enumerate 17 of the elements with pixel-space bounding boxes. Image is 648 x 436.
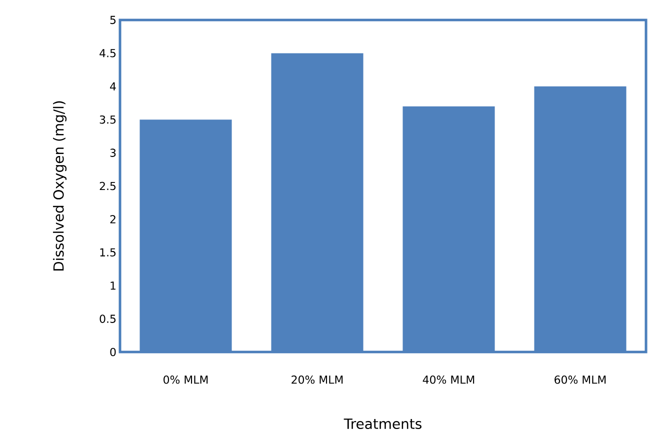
x-axis-title: Treatments [344, 418, 422, 430]
x-tick-label: 20% MLM [292, 376, 343, 384]
y-tick-label: 1 [110, 282, 116, 290]
y-tick-label: 3 [110, 148, 116, 157]
y-tick-label: 2.5 [100, 182, 116, 190]
y-tick-label: 2 [110, 215, 116, 224]
x-tick-label: 40% MLM [422, 376, 474, 384]
y-tick-label: 0 [110, 348, 116, 356]
x-tick-label: 0% MLM [164, 376, 208, 384]
y-tick-label: 1.5 [100, 248, 116, 256]
x-tick-label: 60% MLM [554, 376, 606, 384]
y-tick-label: 4.5 [100, 49, 116, 58]
y-tick-label: 3.5 [100, 115, 116, 124]
y-axis-title: Dissolved Oxygen (mg/l) [53, 101, 67, 271]
y-tick-label: 4 [110, 82, 116, 90]
y-tick-label: 0.5 [100, 314, 116, 323]
y-tick-label: 5 [110, 16, 116, 24]
